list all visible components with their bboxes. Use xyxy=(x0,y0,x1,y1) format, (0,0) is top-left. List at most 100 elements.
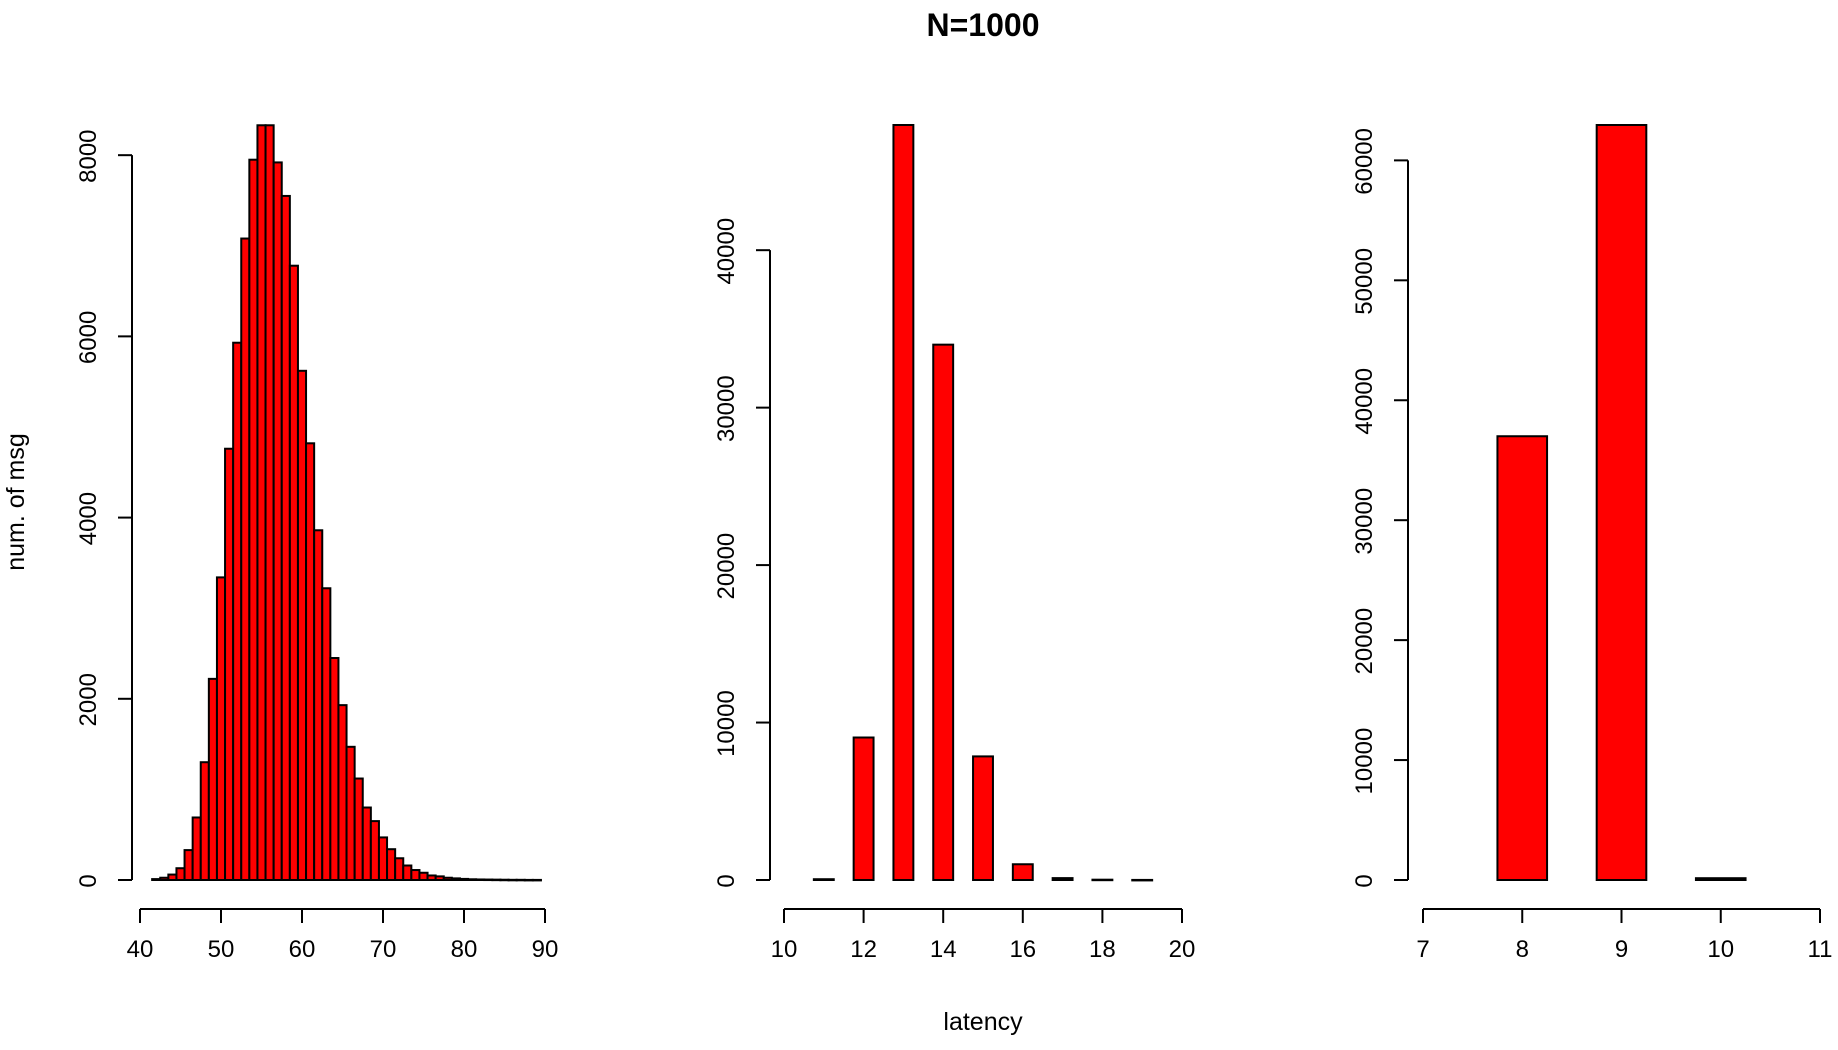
histogram-bar xyxy=(1496,435,1549,881)
histogram-bar xyxy=(305,442,316,881)
x-tick-label: 9 xyxy=(1615,936,1628,963)
histogram-bar xyxy=(932,343,955,881)
histogram-bar xyxy=(475,878,486,881)
histogram-bar xyxy=(1595,124,1648,881)
histogram-bar xyxy=(175,867,186,882)
histogram-bar xyxy=(361,806,372,881)
histogram-bar xyxy=(183,849,194,882)
histogram-bar xyxy=(207,677,218,881)
histogram-panel-left: 40 50 60 70 80 90 0 2000 4000 6000 8000 xyxy=(75,124,559,963)
x-tick-label: 12 xyxy=(850,936,877,963)
histogram-bar xyxy=(507,878,518,882)
x-axis-label: latency xyxy=(943,1008,1023,1036)
y-tick-label: 4000 xyxy=(75,492,102,545)
x-tick-label: 20 xyxy=(1169,936,1196,963)
y-tick-label: 2000 xyxy=(75,673,102,726)
y-tick-label: 40000 xyxy=(1351,368,1378,435)
x-tick-label: 10 xyxy=(771,936,798,963)
x-tick-label: 40 xyxy=(127,936,154,963)
histogram-bar xyxy=(483,878,494,882)
histogram-bar xyxy=(523,878,534,882)
histogram-bar xyxy=(442,876,453,882)
histogram-bar xyxy=(321,587,332,882)
y-tick-label: 30000 xyxy=(1351,488,1378,555)
histogram-bar xyxy=(329,657,340,881)
histogram-bar xyxy=(426,874,437,882)
histogram-bar xyxy=(515,878,526,882)
histogram-bar xyxy=(313,529,324,881)
y-tick-label: 60000 xyxy=(1351,128,1378,195)
x-tick-label: 7 xyxy=(1416,936,1429,963)
histogram-bar xyxy=(458,877,470,882)
figure-title: N=1000 xyxy=(927,7,1040,43)
histogram-bar xyxy=(394,857,405,881)
histogram-bar xyxy=(256,124,267,882)
y-tick-label: 20000 xyxy=(713,533,740,600)
histogram-bar xyxy=(288,264,299,881)
x-tick-label: 90 xyxy=(532,936,559,963)
histogram-bar xyxy=(167,873,178,881)
histogram-bar xyxy=(1694,877,1747,881)
histogram-bar xyxy=(296,369,308,881)
histogram-bar xyxy=(240,237,251,881)
histogram-bar xyxy=(467,878,478,881)
x-tick-label: 18 xyxy=(1089,936,1116,963)
histogram-bar xyxy=(369,820,380,882)
x-tick-label: 8 xyxy=(1516,936,1529,963)
histogram-bar xyxy=(159,876,170,882)
x-tick-label: 60 xyxy=(289,936,316,963)
histogram-bar xyxy=(248,158,259,882)
x-tick-label: 10 xyxy=(1707,936,1734,963)
x-tick-label: 70 xyxy=(370,936,397,963)
histogram-bar xyxy=(1051,877,1074,882)
histogram-bar xyxy=(337,704,348,881)
histogram-bar xyxy=(151,878,162,882)
histogram-bar xyxy=(499,878,510,882)
histogram-bar xyxy=(418,871,429,881)
histogram-bar xyxy=(852,736,875,882)
histogram-bar xyxy=(386,848,397,881)
y-tick-label: 8000 xyxy=(75,129,102,182)
histogram-bar xyxy=(224,447,235,881)
histogram-bar xyxy=(812,878,835,881)
y-tick-label: 30000 xyxy=(713,375,740,442)
x-tick-label: 80 xyxy=(451,936,478,963)
y-tick-label: 10000 xyxy=(1351,728,1378,795)
histogram-bar xyxy=(215,576,227,882)
histogram-panel-middle: 10 12 14 16 18 20 0 10000 20000 30000 40000 xyxy=(713,124,1196,963)
y-tick-label: 0 xyxy=(1351,874,1378,887)
histogram-bar xyxy=(280,194,291,882)
histogram-bar xyxy=(272,161,283,881)
histogram-bar xyxy=(434,875,445,881)
histogram-bar xyxy=(450,877,461,882)
histogram-bar xyxy=(264,124,275,882)
y-tick-label: 0 xyxy=(713,874,740,887)
histogram-bar xyxy=(199,761,210,881)
y-tick-label: 20000 xyxy=(1351,608,1378,675)
histogram-bar xyxy=(232,341,243,881)
y-axis-label: num. of msg xyxy=(2,433,30,571)
histogram-bar xyxy=(491,878,502,882)
histogram-bar xyxy=(402,864,413,881)
histogram-bar xyxy=(531,878,542,882)
histogram-bar xyxy=(353,777,364,881)
x-tick-label: 14 xyxy=(930,936,957,963)
y-tick-label: 40000 xyxy=(713,218,740,285)
histogram-bar xyxy=(1131,878,1154,882)
y-tick-label: 6000 xyxy=(75,311,102,364)
histogram-bar xyxy=(1091,878,1114,882)
y-tick-label: 50000 xyxy=(1351,248,1378,315)
histogram-panel-right: 7 8 9 10 11 0 10000 20000 30000 40000 50000 60000 xyxy=(1351,124,1833,963)
histogram-bar xyxy=(377,836,389,882)
histogram-bar xyxy=(892,124,915,881)
x-tick-label: 11 xyxy=(1808,936,1833,963)
histogram-bar xyxy=(191,816,202,882)
histogram-bar xyxy=(410,869,421,882)
histogram-bar xyxy=(972,755,994,881)
x-tick-label: 16 xyxy=(1009,936,1036,963)
y-tick-label: 0 xyxy=(75,874,102,887)
histogram-bar xyxy=(345,745,356,882)
x-tick-label: 50 xyxy=(208,936,235,963)
y-tick-label: 10000 xyxy=(713,690,740,757)
